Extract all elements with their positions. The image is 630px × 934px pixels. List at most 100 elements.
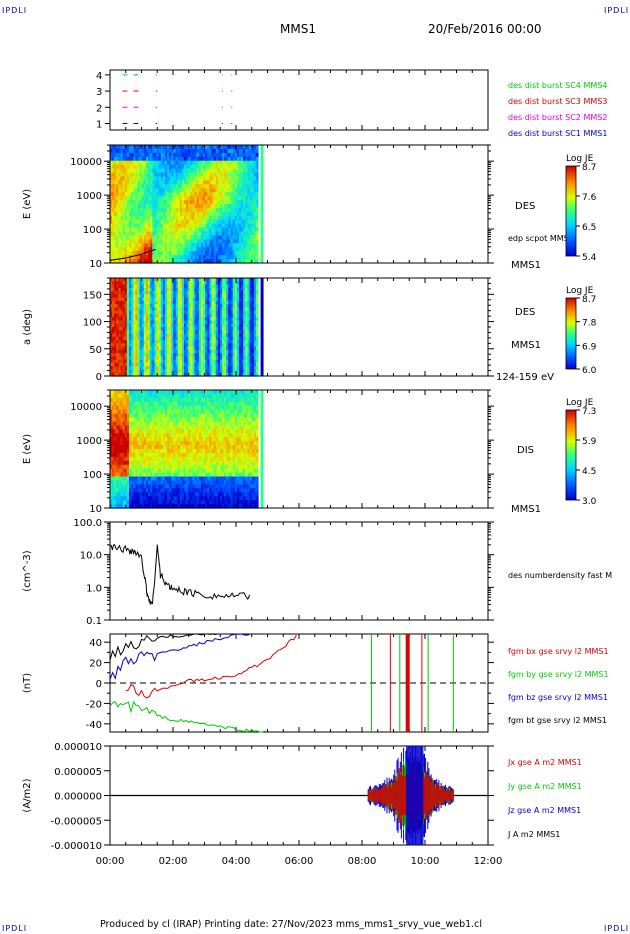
spectrogram-cell: [131, 327, 134, 331]
spectrogram-cell: [129, 219, 132, 225]
spectrogram-cell: [194, 320, 198, 325]
spectrogram-cell: [198, 330, 202, 335]
spectrogram-cell: [186, 172, 189, 177]
spectrogram-cell: [194, 192, 198, 197]
spectrogram-cell: [139, 255, 143, 260]
spectrogram-cell: [255, 247, 259, 252]
spectrogram-cell: [255, 323, 259, 328]
spectrogram-cell: [169, 287, 172, 292]
spectrogram-cell: [177, 359, 181, 364]
spectrogram-cell: [154, 349, 158, 354]
spectrogram-cell: [184, 145, 187, 150]
spectrogram-cell: [224, 160, 227, 166]
spectrogram-cell: [156, 243, 160, 248]
spectrogram-cell: [141, 343, 145, 348]
spectrogram-cell: [213, 349, 217, 354]
spectrogram-cell: [211, 317, 215, 322]
spectrogram-cell: [152, 330, 155, 335]
spectrogram-cell: [162, 307, 166, 312]
spectrogram-cell: [188, 317, 191, 322]
spectrogram-cell: [215, 349, 219, 354]
spectrogram-cell: [167, 333, 170, 338]
spectrogram-cell: [253, 259, 257, 264]
spectrogram-cell: [116, 476, 119, 481]
spectrogram-cell: [158, 346, 162, 351]
spectrogram-cell: [133, 333, 136, 338]
date-title: 20/Feb/2016 00:00: [428, 22, 542, 36]
spectrogram-cell: [226, 145, 229, 150]
spectrogram-cell: [116, 204, 119, 209]
spectrogram-cell: [167, 200, 170, 205]
spectrogram-cell: [150, 211, 153, 217]
spectrogram-cell: [177, 353, 181, 357]
spectrogram-cell: [133, 168, 136, 174]
spectrogram-cell: [112, 397, 115, 403]
spectrogram-cell: [177, 168, 181, 174]
spectrogram-cell: [141, 401, 145, 407]
spectrogram-cell: [126, 456, 130, 462]
spectrogram-cell: [228, 247, 232, 252]
spectrogram-cell: [247, 310, 251, 315]
spectrogram-cell: [211, 313, 215, 318]
spectrogram-cell: [133, 148, 136, 154]
spectrogram-cell: [251, 176, 255, 181]
spectrogram-cell: [116, 164, 119, 170]
spectrogram-cell: [114, 180, 117, 185]
spectrogram-cell: [205, 366, 208, 371]
spectrogram-cell: [217, 255, 221, 260]
spectrogram-cell: [124, 349, 128, 354]
spectrogram-cell: [133, 405, 136, 411]
spectrogram-cell: [162, 148, 166, 154]
spectrogram-cell: [116, 196, 119, 201]
spectrogram-cell: [118, 243, 122, 248]
spectrogram-cell: [120, 235, 124, 240]
spectrogram-cell: [126, 211, 130, 217]
spectrogram-cell: [169, 192, 172, 197]
spectrogram-cell: [139, 247, 143, 252]
spectrogram-cell: [167, 207, 170, 213]
spectrogram-cell: [226, 235, 229, 240]
spectrogram-cell: [184, 300, 187, 305]
spectrogram-cell: [196, 336, 200, 341]
spectrogram-cell: [232, 372, 236, 377]
spectrogram-cell: [213, 340, 217, 344]
spectrogram-cell: [137, 437, 141, 442]
spectrogram-cell: [122, 476, 126, 481]
spectrogram-cell: [207, 340, 210, 344]
spectrogram-cell: [137, 468, 141, 474]
spectrogram-cell: [205, 353, 208, 357]
spectrogram-cell: [120, 207, 124, 213]
spectrogram-cell: [192, 145, 196, 150]
spectrogram-cell: [112, 196, 115, 201]
spectrogram-cell: [220, 307, 223, 312]
spectrogram-cell: [165, 317, 168, 322]
spectrogram-cell: [241, 235, 244, 240]
spectrogram-cell: [188, 219, 191, 225]
spectrogram-cell: [175, 231, 179, 236]
spectrogram-cell: [167, 336, 170, 341]
spectrogram-cell: [247, 192, 251, 197]
spectrogram-cell: [232, 291, 236, 295]
spectrogram-cell: [224, 307, 227, 312]
spectrogram-cell: [167, 294, 170, 299]
spectrogram-cell: [139, 346, 143, 351]
spectrogram-cell: [217, 297, 221, 302]
spectrogram-cell: [211, 160, 215, 166]
spectrogram-cell: [122, 504, 126, 509]
spectrogram-cell: [217, 227, 221, 233]
spectrogram-cell: [120, 172, 124, 177]
spectrogram-cell: [200, 176, 204, 181]
spectrogram-cell: [211, 176, 215, 181]
spectrogram-cell: [131, 333, 134, 338]
spectrogram-cell: [131, 393, 134, 399]
spectrogram-cell: [179, 313, 183, 318]
spectrogram-cell: [211, 247, 215, 252]
spectrogram-cell: [129, 393, 132, 399]
spectrogram-cell: [190, 148, 194, 154]
spectrogram-cell: [124, 164, 128, 170]
spectrogram-cell: [177, 172, 181, 177]
spectrogram-cell: [249, 291, 253, 295]
spectrogram-cell: [200, 223, 204, 229]
spectrogram-cell: [215, 313, 219, 318]
spectrogram-cell: [243, 211, 246, 217]
